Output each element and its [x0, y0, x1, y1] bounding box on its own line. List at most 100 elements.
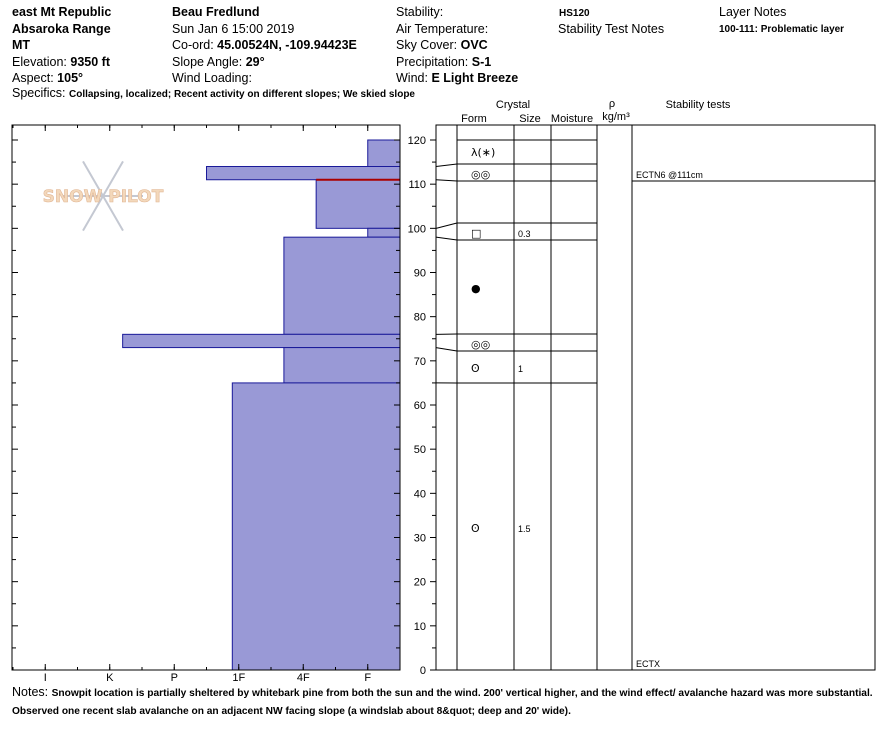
notes-block: Notes: Snowpit location is partially she… — [12, 684, 884, 720]
stability-label: Stability: — [396, 5, 444, 19]
snow-profile-chart: SNOW PILOT I K P 1F 4F F 0 10 20 30 40 50 60 70 80 90 100… — [11, 98, 876, 684]
hardness-x-tick-label: 4F — [297, 672, 310, 684]
height-tick-label: 120 — [408, 135, 426, 147]
layer-notes-label: Layer Notes — [719, 5, 787, 19]
specifics-row: Specifics: Collapsing, localized; Recent… — [12, 85, 415, 104]
layer-connector — [435, 347, 458, 352]
height-tick-label: 10 — [414, 621, 426, 633]
height-tick-label: 30 — [414, 533, 426, 545]
wind-loading-row: Wind Loading: — [172, 70, 252, 87]
wind-label: Wind: — [396, 71, 428, 85]
aspect-label: Aspect: — [12, 71, 54, 85]
coord-value: 45.00524N, -109.94423E — [217, 38, 357, 52]
grain-form-symbol: ◎◎ — [471, 168, 490, 181]
density-unit-header: kg/m³ — [602, 111, 630, 123]
grain-form-symbol: ◎◎ — [471, 338, 490, 351]
snowflake-arm — [82, 195, 104, 232]
height-tick-label: 100 — [408, 223, 426, 235]
hardness-bar — [367, 139, 401, 167]
notes-text: Snowpit location is partially sheltered … — [12, 688, 873, 717]
grain-form-symbol: ● — [471, 282, 481, 295]
grain-form-symbol: ʘ — [471, 362, 480, 375]
aspect-row: Aspect: 105° — [12, 70, 83, 87]
sky-value: OVC — [460, 38, 488, 52]
height-tick-label: 50 — [414, 444, 426, 456]
hardness-bar — [367, 227, 401, 238]
wind-row: Wind: E Light Breeze — [396, 70, 518, 87]
layer-connector — [435, 222, 458, 229]
stability-notes-label: Stability Test Notes — [558, 21, 665, 36]
snowflake-arm — [102, 195, 124, 232]
specifics-value: Collapsing, localized; Recent activity o… — [68, 89, 415, 100]
hardness-bar — [231, 382, 401, 671]
hs-value: HS120 — [559, 8, 590, 19]
hardness-bar — [283, 236, 401, 335]
height-tick-label: 20 — [414, 577, 426, 589]
snowflake-arm — [102, 160, 124, 197]
size-header: Size — [519, 113, 540, 125]
form-header: Form — [461, 113, 487, 125]
specifics-label: Specifics: — [12, 86, 66, 100]
datetime: Sun Jan 6 15:00 2019 — [172, 21, 295, 36]
layer-connector — [435, 236, 458, 241]
coord-row: Co-ord: 45.00524N, -109.94423E — [172, 37, 357, 54]
snowflake-icon — [63, 160, 143, 232]
grain-form-symbol: λ(∗) — [471, 146, 495, 159]
stability-test-label: ECTN6 @111cm — [636, 170, 703, 180]
precip-row: Precipitation: S-1 — [396, 54, 491, 71]
height-tick-label: 0 — [420, 665, 426, 677]
aspect-value: 105° — [57, 71, 84, 85]
precip-value: S-1 — [471, 54, 492, 69]
height-tick-label: 90 — [414, 268, 426, 280]
height-tick-label: 40 — [414, 488, 426, 500]
range-name: Absaroka Range — [12, 21, 111, 36]
air-temp-label: Air Temperature: — [396, 21, 489, 36]
hardness-bar — [283, 347, 401, 384]
height-tick-label: 70 — [414, 356, 426, 368]
snowpilot-watermark-text: SNOW PILOT — [43, 187, 164, 207]
rho-header: ρ — [609, 98, 615, 110]
wind-loading-label: Wind Loading: — [172, 71, 252, 85]
hardness-bar — [206, 166, 401, 181]
sky-label: Sky Cover: — [396, 38, 458, 52]
slope-value: 29° — [245, 54, 265, 69]
hardness-bar — [122, 333, 401, 349]
elevation-row: Elevation: 9350 ft — [12, 54, 110, 71]
snowflake-arm — [82, 160, 104, 197]
precip-label: Precipitation: — [396, 54, 469, 69]
elevation-label: Elevation: — [12, 54, 67, 69]
state-name: MT — [12, 38, 31, 52]
grain-size-label: 1 — [518, 364, 523, 374]
slope-row: Slope Angle: 29° — [172, 54, 265, 71]
layer-connector — [435, 179, 458, 182]
hardness-x-tick-label: P — [171, 672, 178, 684]
grain-form-symbol: ʘ — [471, 522, 480, 535]
height-tick-label: 80 — [414, 312, 426, 324]
stability-tests-header: Stability tests — [666, 99, 731, 111]
wind-value: E Light Breeze — [431, 71, 519, 85]
observer-name: Beau Fredlund — [172, 5, 260, 19]
stability-test-label: ECTX — [636, 659, 660, 669]
notes-label: Notes: — [12, 685, 49, 699]
sky-row: Sky Cover: OVC — [396, 37, 488, 54]
snowpilot-watermark: SNOW PILOT — [42, 160, 164, 232]
elevation-value: 9350 ft — [70, 54, 110, 69]
layer-connector — [435, 163, 458, 167]
hardness-x-tick-label: F — [364, 672, 371, 684]
hardness-x-tick-label: 1F — [232, 672, 245, 684]
grain-size-label: 1.5 — [518, 524, 531, 534]
height-tick-label: 60 — [414, 400, 426, 412]
layer-table-frame — [435, 124, 876, 671]
crystal-header: Crystal — [496, 99, 530, 111]
stability-row: Stability: — [396, 4, 443, 21]
slope-label: Slope Angle: — [172, 54, 243, 69]
location-name: east Mt Republic — [12, 5, 112, 19]
layer-note: 100-111: Problematic layer — [719, 24, 845, 35]
moisture-header: Moisture — [551, 113, 593, 125]
coord-label: Co-ord: — [172, 38, 214, 52]
air-temp-row: Air Temperature: — [396, 21, 488, 38]
grain-form-symbol: □ — [471, 227, 481, 240]
grain-size-label: 0.3 — [518, 229, 531, 239]
hardness-x-tick-label: I — [44, 672, 47, 684]
height-tick-label: 110 — [408, 179, 426, 191]
